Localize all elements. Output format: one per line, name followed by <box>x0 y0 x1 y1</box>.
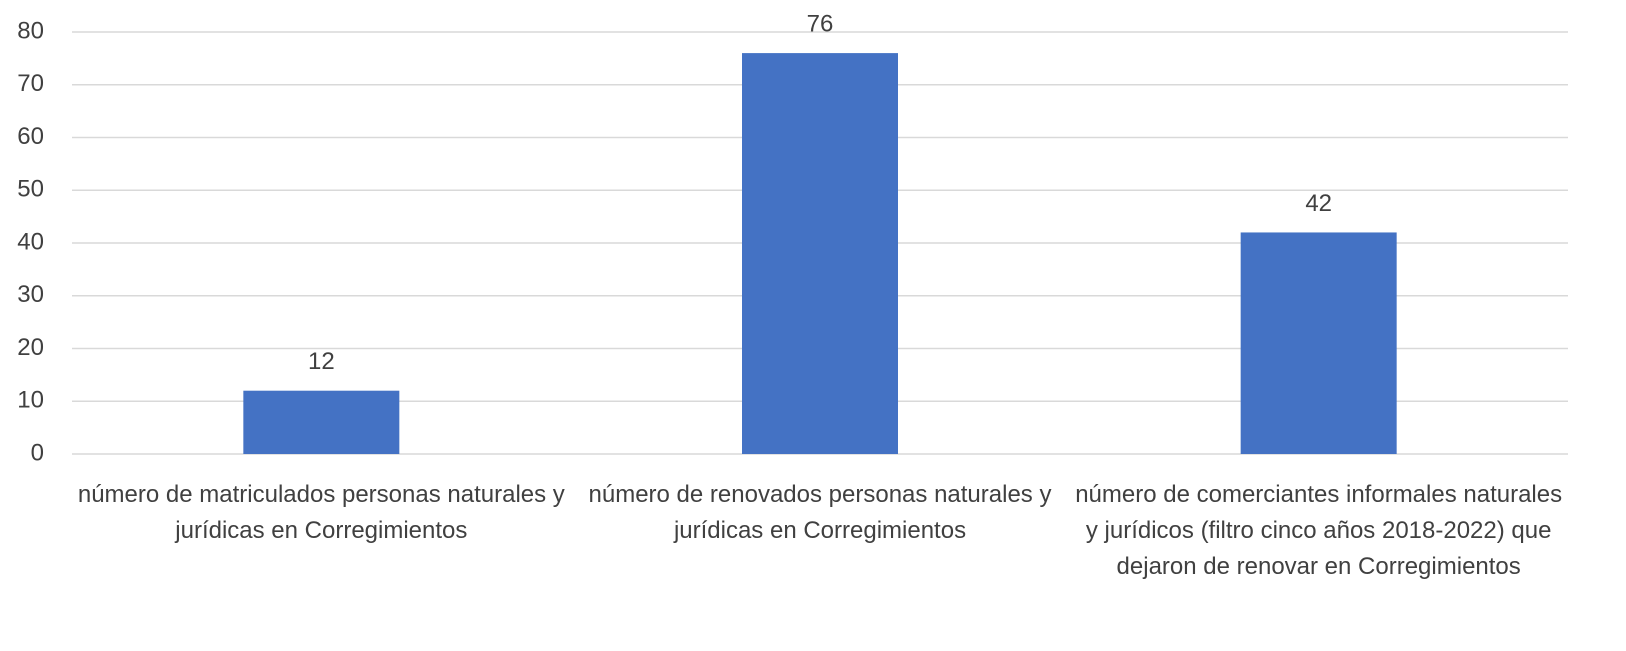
y-tick-label: 70 <box>17 70 44 97</box>
y-tick-label: 0 <box>31 439 44 466</box>
y-tick-label: 10 <box>17 387 44 414</box>
y-tick-label: 20 <box>17 334 44 361</box>
bar <box>742 53 898 454</box>
data-label: 12 <box>308 348 335 375</box>
y-tick-label: 40 <box>17 228 44 255</box>
bar <box>243 390 400 454</box>
y-tick-label: 60 <box>17 123 44 150</box>
y-tick-label: 80 <box>17 17 44 44</box>
y-tick-label: 30 <box>17 281 44 308</box>
bar <box>1240 232 1397 454</box>
x-tick-label: número de matriculados personas naturale… <box>78 481 565 544</box>
x-tick-label: número de renovados personas naturales y… <box>589 481 1052 544</box>
data-label: 76 <box>807 10 834 37</box>
data-label: 42 <box>1305 190 1332 217</box>
x-tick-label: número de comerciantes informales natura… <box>1075 481 1562 580</box>
y-tick-label: 50 <box>17 176 44 203</box>
